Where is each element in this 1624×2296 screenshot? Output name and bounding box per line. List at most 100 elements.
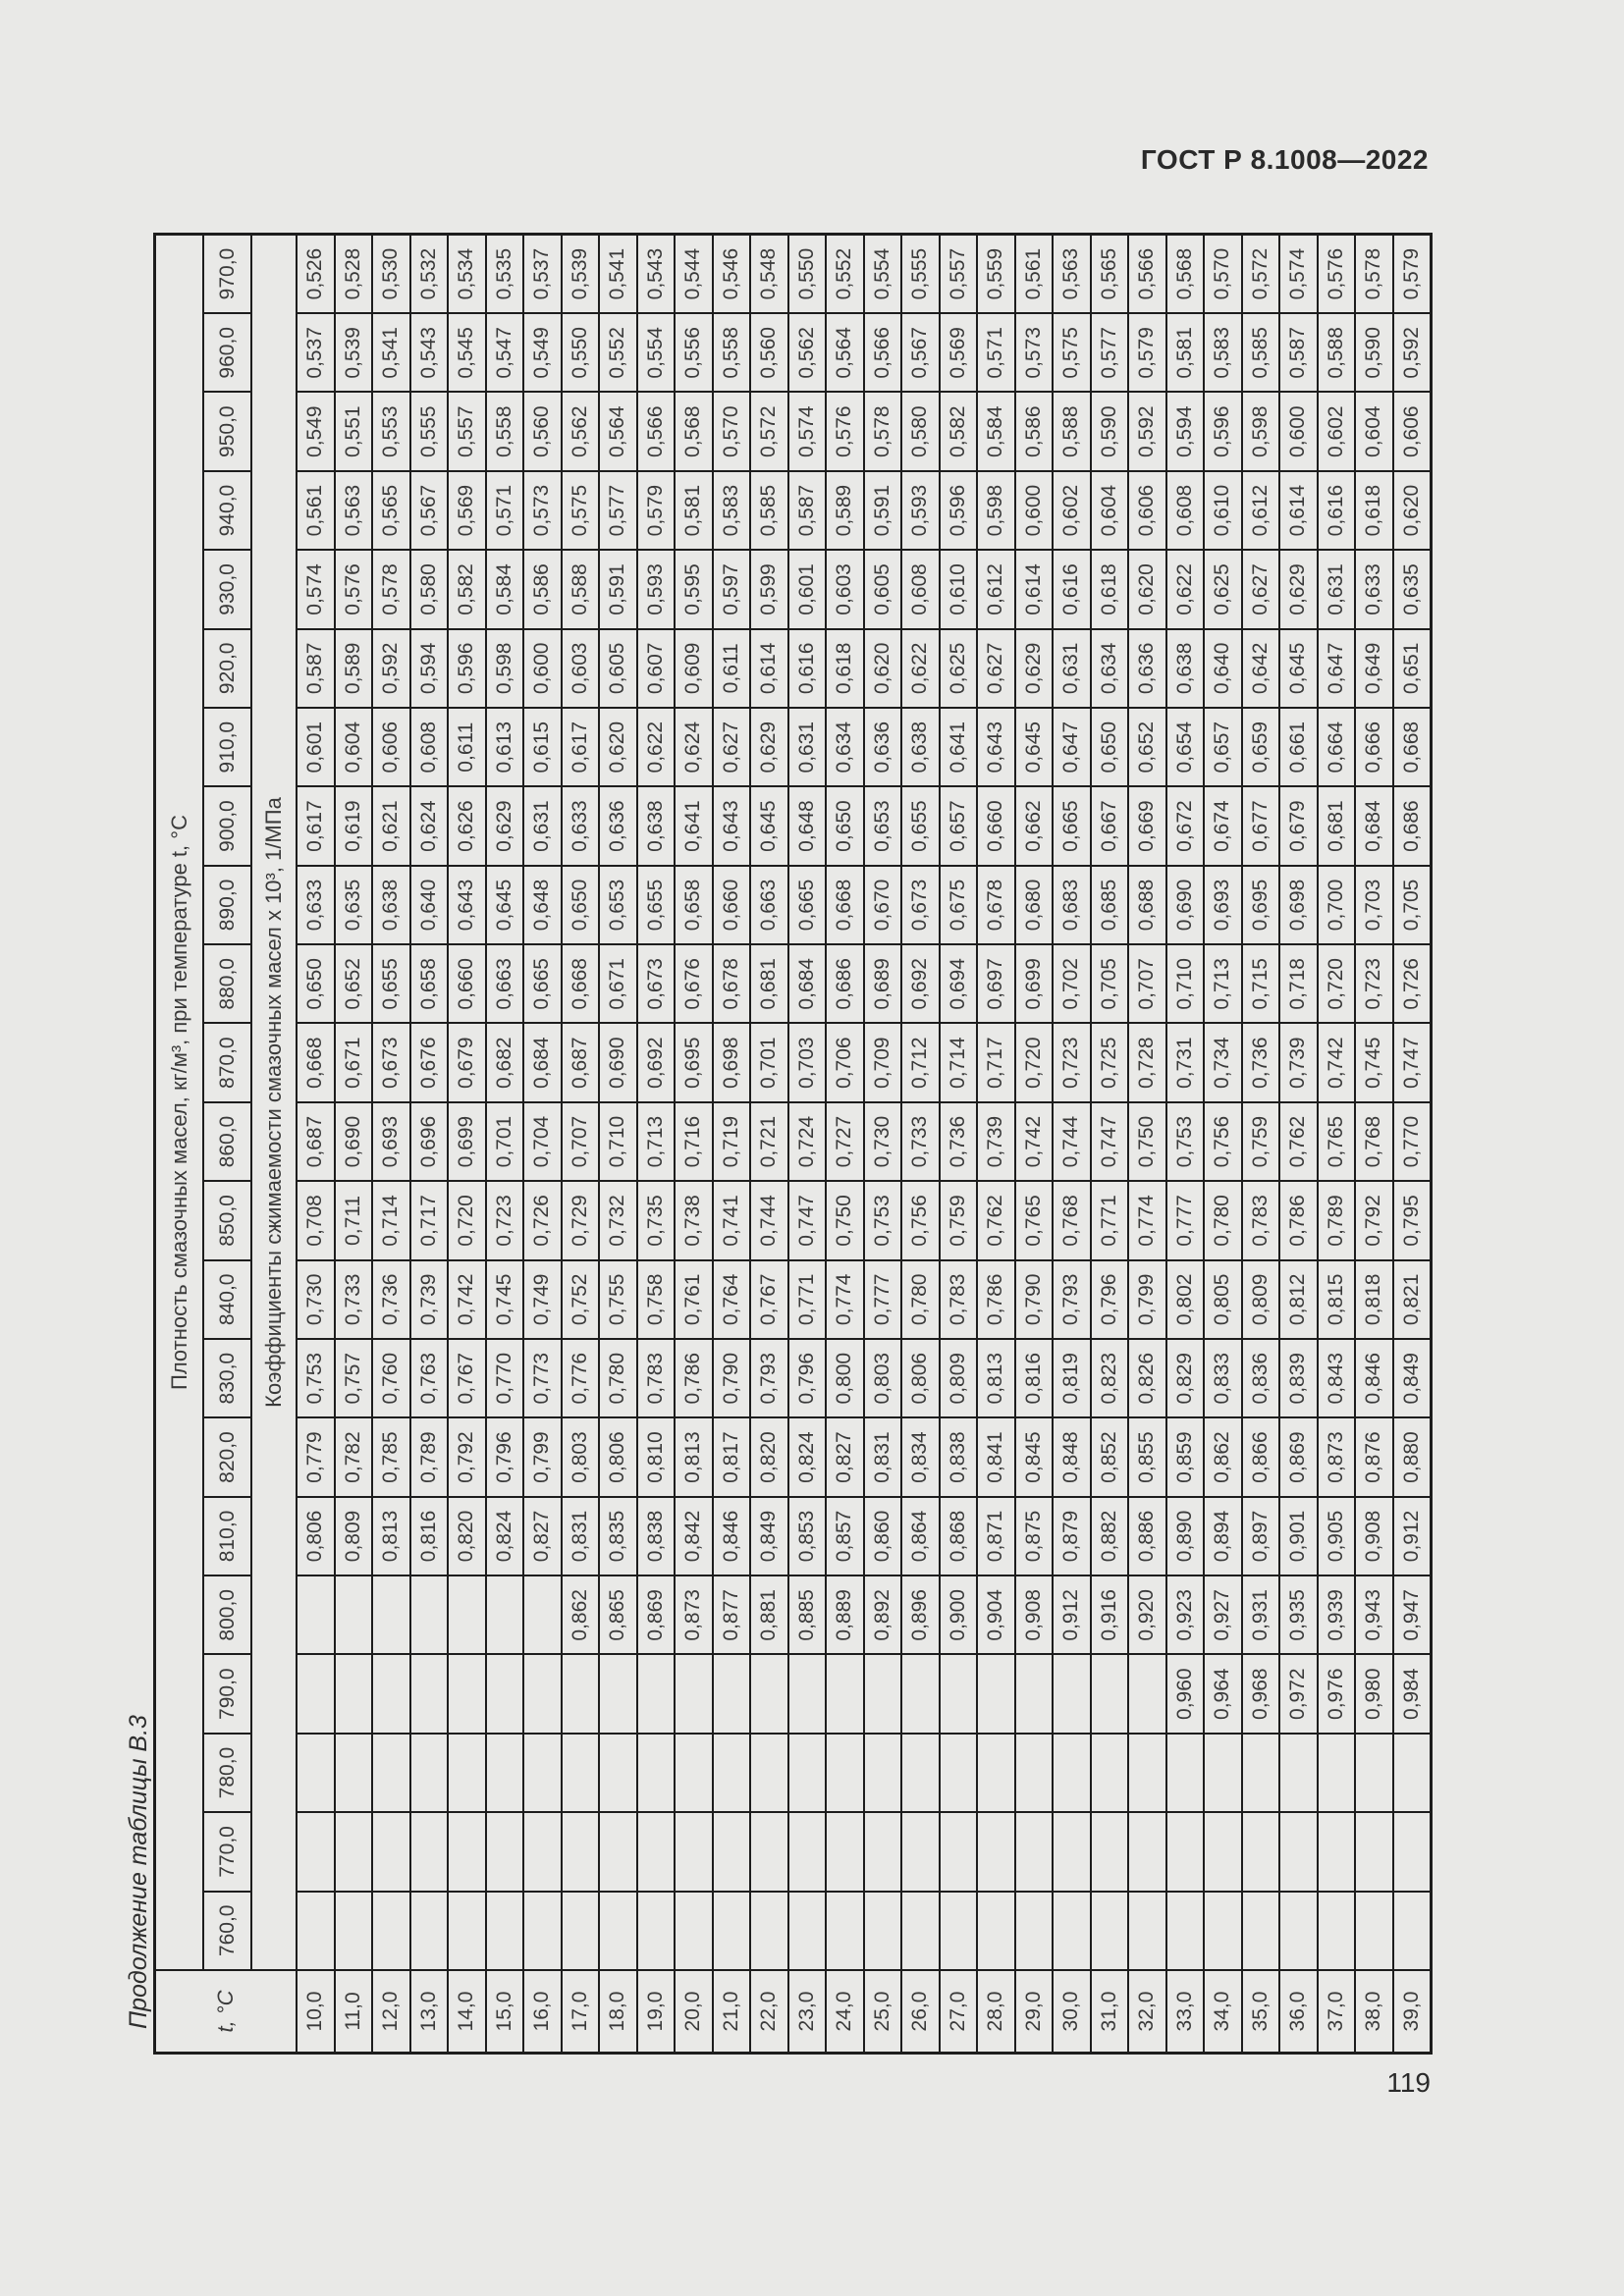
- value-cell: 0,617: [561, 708, 599, 787]
- value-cell: 0,619: [334, 786, 372, 866]
- value-cell: 0,555: [409, 392, 448, 471]
- empty-cell: [334, 1575, 372, 1655]
- value-cell: 0,635: [334, 865, 372, 945]
- empty-cell: [750, 1891, 788, 1970]
- value-cell: 0,905: [1317, 1496, 1355, 1576]
- value-cell: 0,890: [1165, 1496, 1204, 1576]
- table-row: 38,0 0,980 0,943 0,908 0,876 0,846 0,818 0,792 0…: [1355, 234, 1393, 2054]
- value-cell: 0,687: [561, 1023, 599, 1102]
- value-cell: 0,592: [372, 628, 410, 708]
- value-cell: 0,793: [750, 1339, 788, 1418]
- value-cell: 0,678: [712, 944, 750, 1024]
- value-cell: 0,596: [1204, 392, 1242, 471]
- empty-cell: [1090, 1733, 1128, 1813]
- value-cell: 0,539: [334, 313, 372, 393]
- value-cell: 0,663: [485, 944, 523, 1024]
- value-cell: 0,817: [712, 1417, 750, 1497]
- value-cell: 0,593: [901, 470, 940, 551]
- value-cell: 0,607: [636, 628, 675, 708]
- density-column-header: 920,0: [203, 628, 251, 708]
- value-cell: 0,866: [1241, 1417, 1279, 1497]
- value-cell: 0,561: [297, 470, 335, 551]
- value-cell: 0,575: [1053, 313, 1091, 393]
- rotated-table-area: Продолжение таблицы В.3 t, °C Плотность …: [114, 233, 1433, 2055]
- value-cell: 0,601: [787, 550, 826, 629]
- empty-cell: [826, 1891, 864, 1970]
- value-cell: 0,927: [1204, 1575, 1242, 1655]
- value-cell: 0,695: [675, 1023, 713, 1102]
- value-cell: 0,882: [1090, 1496, 1128, 1576]
- value-cell: 0,853: [787, 1496, 826, 1576]
- empty-cell: [599, 1891, 637, 1970]
- empty-cell: [1279, 1891, 1318, 1970]
- value-cell: 0,598: [485, 628, 523, 708]
- value-cell: 0,583: [712, 470, 750, 551]
- value-cell: 0,724: [787, 1101, 826, 1182]
- table-row: 21,0 0,877 0,846 0,817 0,790 0,764 0,741 0,719 0…: [712, 234, 750, 2054]
- value-cell: 0,565: [1090, 234, 1128, 314]
- table-row: 13,0 0,816 0,789 0,763 0,739 0,717 0,696 0,676 0…: [409, 234, 448, 2054]
- value-cell: 0,604: [334, 708, 372, 787]
- value-cell: 0,631: [1317, 550, 1355, 629]
- value-cell: 0,640: [1204, 628, 1242, 708]
- value-cell: 0,763: [409, 1339, 448, 1418]
- value-cell: 0,749: [523, 1259, 562, 1339]
- value-cell: 0,843: [1317, 1339, 1355, 1418]
- value-cell: 0,625: [1204, 550, 1242, 629]
- value-cell: 0,566: [863, 313, 901, 393]
- value-cell: 0,826: [1128, 1339, 1166, 1418]
- table-row: 20,0 0,873 0,842 0,813 0,786 0,761 0,738 0,716 0…: [675, 234, 713, 2054]
- value-cell: 0,800: [826, 1339, 864, 1418]
- temperature-label: 17,0: [561, 1970, 599, 2054]
- value-cell: 0,786: [1279, 1181, 1318, 1260]
- table-row: 19,0 0,869 0,838 0,810 0,783 0,758 0,735 0,713 0…: [636, 234, 675, 2054]
- value-cell: 0,629: [1014, 628, 1053, 708]
- value-cell: 0,770: [485, 1339, 523, 1418]
- value-cell: 0,677: [1241, 786, 1279, 866]
- value-cell: 0,690: [599, 1023, 637, 1102]
- empty-cell: [372, 1891, 410, 1970]
- value-cell: 0,617: [297, 786, 335, 866]
- empty-cell: [561, 1733, 599, 1813]
- table-row: 18,0 0,865 0,835 0,806 0,780 0,755 0,732 0,710 0…: [599, 234, 637, 2054]
- value-cell: 0,587: [297, 628, 335, 708]
- value-cell: 0,556: [675, 313, 713, 393]
- value-cell: 0,606: [372, 708, 410, 787]
- density-column-header: 940,0: [203, 470, 251, 551]
- empty-cell: [523, 1575, 562, 1655]
- value-cell: 0,868: [939, 1496, 977, 1576]
- value-cell: 0,578: [863, 392, 901, 471]
- density-column-header: 970,0: [203, 234, 251, 314]
- density-header-cell: Плотность смазочных масел, кг/м³, при те…: [154, 234, 203, 1970]
- empty-cell: [826, 1812, 864, 1892]
- empty-cell: [863, 1812, 901, 1892]
- value-cell: 0,759: [1241, 1101, 1279, 1182]
- value-cell: 0,782: [334, 1417, 372, 1497]
- value-cell: 0,803: [561, 1417, 599, 1497]
- value-cell: 0,862: [1204, 1417, 1242, 1497]
- value-cell: 0,674: [1204, 786, 1242, 866]
- empty-cell: [448, 1654, 486, 1734]
- value-cell: 0,668: [826, 865, 864, 945]
- value-cell: 0,688: [1128, 865, 1166, 945]
- value-cell: 0,690: [334, 1101, 372, 1182]
- temperature-label: 32,0: [1128, 1970, 1166, 2054]
- value-cell: 0,774: [826, 1259, 864, 1339]
- value-cell: 0,698: [712, 1023, 750, 1102]
- value-cell: 0,545: [448, 313, 486, 393]
- value-cell: 0,573: [523, 470, 562, 551]
- value-cell: 0,673: [372, 1023, 410, 1102]
- density-values-row: 760,0 770,0 780,0 790,0 800,0 810,0 820,0 830,0…: [203, 234, 251, 2054]
- temperature-label: 20,0: [675, 1970, 713, 2054]
- value-cell: 0,770: [1392, 1101, 1431, 1182]
- value-cell: 0,765: [1014, 1181, 1053, 1260]
- table-row: 11,0 0,809 0,782 0,757 0,733 0,711 0,690 0,671 0…: [334, 234, 372, 2054]
- value-cell: 0,560: [523, 392, 562, 471]
- value-cell: 0,912: [1053, 1575, 1091, 1655]
- value-cell: 0,653: [599, 865, 637, 945]
- value-cell: 0,620: [863, 628, 901, 708]
- value-cell: 0,780: [1204, 1181, 1242, 1260]
- value-cell: 0,569: [939, 313, 977, 393]
- temperature-label: 24,0: [826, 1970, 864, 2054]
- value-cell: 0,592: [1128, 392, 1166, 471]
